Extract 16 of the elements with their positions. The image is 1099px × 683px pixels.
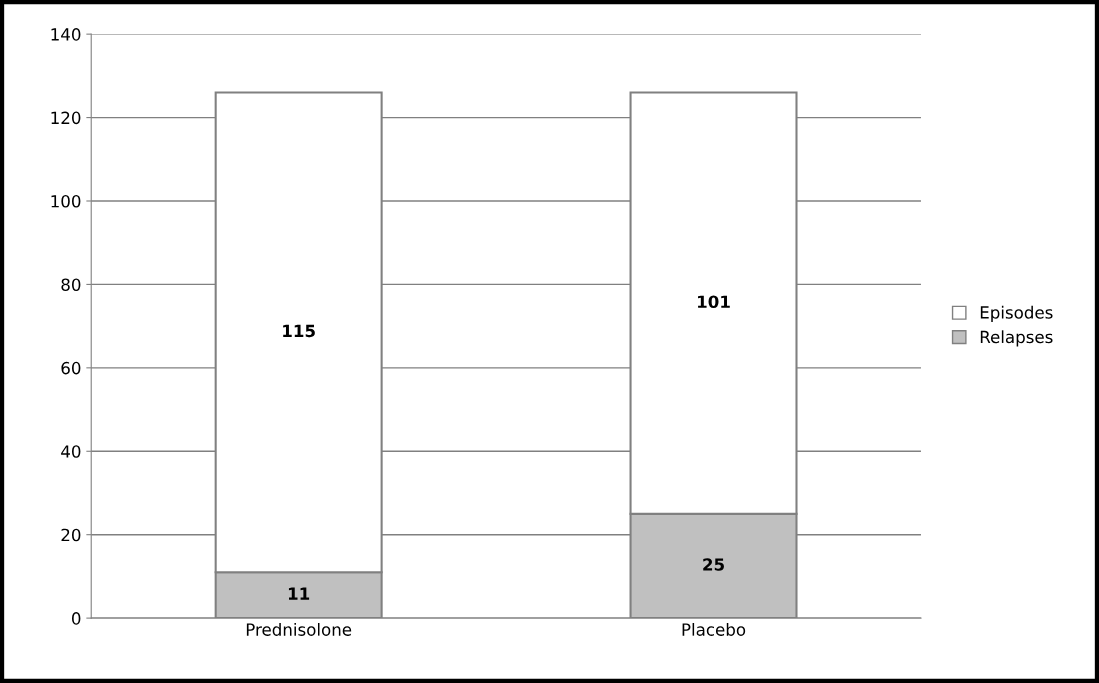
y-tick-label: 140	[51, 28, 81, 41]
legend-label: Relapses	[980, 330, 1053, 347]
data-label: 115	[283, 324, 315, 338]
data-label: 101	[698, 295, 730, 309]
data-label: 25	[703, 558, 724, 571]
y-tick-label: 80	[61, 278, 81, 291]
y-tick-label: 60	[61, 361, 81, 375]
y-tick-label: 120	[51, 111, 81, 125]
y-tick-label: 40	[61, 445, 81, 458]
data-label: 11	[288, 587, 310, 600]
y-tick-label: 0	[71, 612, 81, 625]
legend-label: Episodes	[980, 305, 1053, 322]
x-tick-label: Prednisolone	[246, 622, 352, 636]
y-tick-label: 20	[61, 528, 81, 542]
y-tick-label: 100	[51, 194, 81, 208]
x-tick-label: Placebo	[682, 622, 746, 636]
